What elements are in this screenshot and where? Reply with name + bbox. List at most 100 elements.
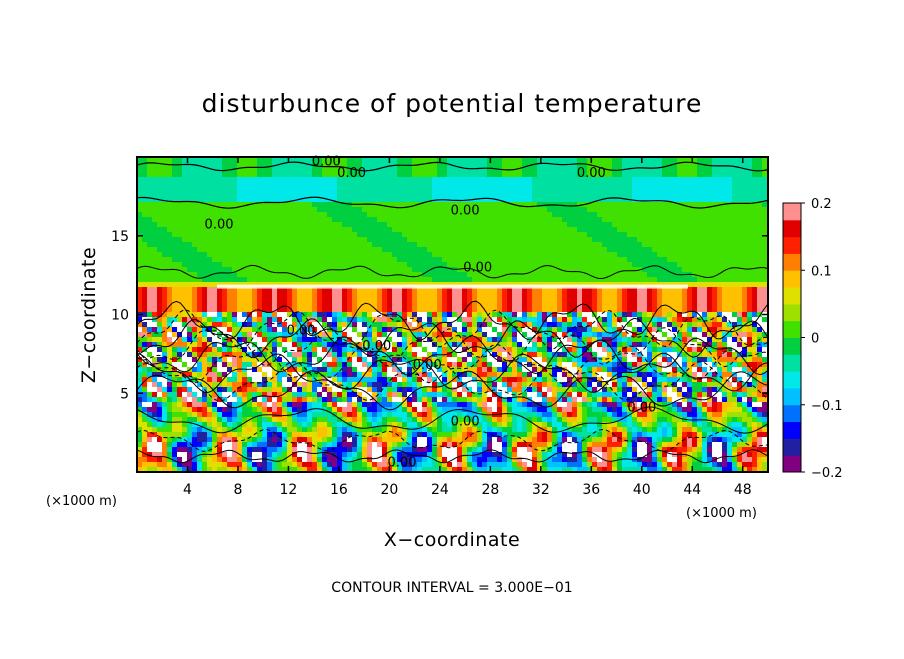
field-cell — [762, 292, 768, 298]
field-cell — [477, 317, 483, 323]
field-cell — [622, 342, 628, 348]
field-cell — [712, 167, 718, 173]
field-cell — [712, 342, 718, 348]
field-cell — [387, 202, 393, 208]
field-cell — [307, 277, 313, 283]
field-cell — [457, 272, 463, 278]
field-cell — [177, 322, 183, 328]
field-cell — [512, 172, 518, 178]
field-cell — [552, 212, 558, 218]
field-cell — [267, 222, 273, 228]
field-cell — [297, 162, 303, 168]
field-cell — [317, 237, 323, 243]
field-cell — [237, 287, 243, 293]
field-cell — [397, 227, 403, 233]
field-cell — [472, 167, 478, 173]
field-cell — [432, 207, 438, 213]
field-cell — [142, 292, 148, 298]
field-cell — [357, 302, 363, 308]
field-cell — [192, 237, 198, 243]
field-cell — [397, 297, 403, 303]
field-cell — [607, 342, 613, 348]
field-cell — [547, 302, 553, 308]
field-cell — [512, 342, 518, 348]
field-cell — [642, 277, 648, 283]
field-cell — [537, 192, 543, 198]
field-cell — [572, 202, 578, 208]
field-cell — [232, 182, 238, 188]
field-cell — [587, 167, 593, 173]
field-cell — [637, 187, 643, 193]
field-cell — [227, 237, 233, 243]
field-cell — [757, 257, 763, 263]
field-cell — [137, 247, 143, 253]
field-cell — [582, 307, 588, 313]
field-cell — [207, 312, 213, 318]
field-cell — [717, 187, 723, 193]
field-cell — [302, 332, 308, 338]
field-cell — [747, 247, 753, 253]
field-cell — [222, 287, 228, 293]
field-cell — [382, 337, 388, 343]
field-cell — [422, 202, 428, 208]
field-cell — [457, 297, 463, 303]
field-cell — [437, 307, 443, 313]
field-cell — [212, 272, 218, 278]
field-cell — [302, 252, 308, 258]
field-cell — [682, 232, 688, 238]
field-cell — [502, 237, 508, 243]
field-cell — [382, 267, 388, 273]
field-cell — [747, 327, 753, 333]
field-cell — [552, 262, 558, 268]
field-cell — [707, 272, 713, 278]
field-cell — [407, 202, 413, 208]
field-cell — [487, 227, 493, 233]
field-cell — [537, 307, 543, 313]
field-cell — [277, 262, 283, 268]
field-cell — [232, 172, 238, 178]
field-cell — [707, 322, 713, 328]
field-cell — [367, 177, 373, 183]
field-cell — [692, 182, 698, 188]
field-cell — [662, 167, 668, 173]
field-cell — [762, 217, 768, 223]
field-cell — [407, 217, 413, 223]
field-cell — [672, 222, 678, 228]
field-cell — [137, 297, 143, 303]
field-cell — [537, 297, 543, 303]
field-cell — [712, 202, 718, 208]
field-cell — [557, 317, 563, 323]
field-cell — [642, 197, 648, 203]
field-cell — [232, 242, 238, 248]
field-cell — [447, 277, 453, 283]
field-cell — [252, 162, 258, 168]
field-cell — [187, 177, 193, 183]
field-cell — [387, 167, 393, 173]
field-cell — [592, 162, 598, 168]
field-cell — [437, 177, 443, 183]
field-cell — [162, 172, 168, 178]
field-cell — [172, 327, 178, 333]
field-cell — [202, 227, 208, 233]
field-cell — [342, 157, 348, 163]
field-cell — [277, 312, 283, 318]
field-cell — [252, 202, 258, 208]
field-cell — [497, 212, 503, 218]
field-cell — [492, 347, 498, 353]
field-cell — [687, 192, 693, 198]
field-cell — [377, 217, 383, 223]
field-cell — [152, 222, 158, 228]
field-cell — [197, 252, 203, 258]
field-cell — [637, 337, 643, 343]
field-cell — [597, 337, 603, 343]
field-cell — [317, 192, 323, 198]
field-cell — [407, 227, 413, 233]
field-cell — [737, 202, 743, 208]
field-cell — [557, 212, 563, 218]
field-cell — [517, 252, 523, 258]
field-cell — [157, 247, 163, 253]
field-cell — [237, 232, 243, 238]
field-cell — [572, 217, 578, 223]
field-cell — [387, 267, 393, 273]
field-cell — [287, 297, 293, 303]
